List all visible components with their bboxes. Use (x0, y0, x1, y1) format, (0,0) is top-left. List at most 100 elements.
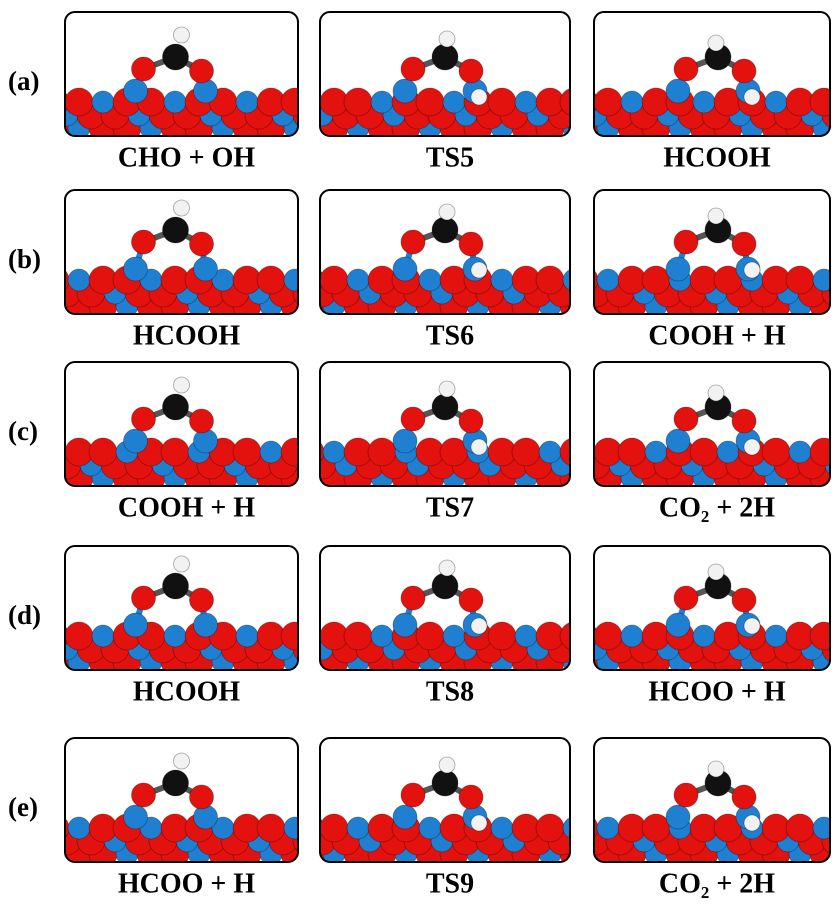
atom (259, 440, 283, 464)
atom (689, 437, 719, 467)
atom (673, 782, 699, 808)
atom (173, 26, 190, 44)
row-label: (a) (8, 66, 39, 96)
panel-caption: COOH + H (118, 492, 256, 523)
atom (123, 78, 148, 104)
atom (743, 88, 761, 106)
atom (673, 406, 699, 432)
atom (280, 621, 298, 651)
atom (431, 43, 459, 71)
structure-panel (594, 12, 830, 136)
atom (470, 261, 488, 279)
atom (834, 266, 839, 294)
atom (620, 624, 644, 648)
atom (487, 621, 517, 651)
atom (418, 268, 442, 292)
atom (162, 572, 189, 600)
atom (418, 816, 442, 840)
atom (596, 268, 620, 292)
atom (280, 437, 298, 467)
atom (562, 268, 570, 292)
atom (431, 393, 459, 421)
panel-border (319, 189, 571, 315)
atom (438, 559, 456, 577)
atom (559, 621, 570, 651)
atom (596, 816, 620, 840)
atom (458, 231, 484, 257)
panel-border (64, 189, 299, 315)
panel-caption: TS6 (426, 320, 474, 351)
atom (594, 87, 623, 117)
structure-panel (320, 546, 570, 670)
atom (392, 256, 418, 282)
atom (514, 624, 538, 648)
atom (761, 437, 791, 467)
atom (785, 265, 815, 295)
atom (809, 87, 830, 117)
atom (490, 816, 514, 840)
atom (470, 88, 488, 106)
panel-border (593, 11, 831, 137)
atom (65, 294, 67, 314)
atom (809, 621, 830, 651)
atom (320, 90, 322, 114)
structure-panel (320, 12, 570, 136)
atom (292, 826, 298, 856)
atom (665, 78, 691, 104)
atom (812, 816, 830, 840)
atom (392, 804, 418, 830)
atom (322, 440, 346, 464)
atom (162, 216, 189, 244)
structure-panel (65, 738, 298, 862)
atom (716, 440, 740, 464)
atom (173, 199, 190, 217)
atom (535, 265, 565, 295)
atom (370, 624, 394, 648)
atom (731, 408, 757, 434)
atom (594, 440, 596, 464)
atom (562, 816, 570, 840)
atom (594, 842, 596, 862)
atom (160, 437, 190, 467)
atom (812, 268, 830, 292)
panel-caption: CO₂ + 2H (659, 868, 775, 899)
structure-panel (65, 362, 298, 486)
atom (256, 813, 286, 843)
panel-caption: TS7 (426, 492, 474, 523)
panel-caption: TS5 (426, 142, 474, 173)
atom (415, 87, 445, 117)
atom (370, 90, 394, 114)
atom (67, 816, 91, 840)
atom (490, 268, 514, 292)
atom (692, 90, 716, 114)
atom (415, 621, 445, 651)
atom (320, 813, 349, 843)
atom (438, 30, 456, 48)
atom (834, 438, 839, 466)
atom (173, 376, 190, 394)
atom (673, 585, 699, 611)
atom (707, 760, 725, 778)
atom (665, 804, 691, 830)
panel-border (593, 545, 831, 671)
atom (193, 612, 218, 638)
atom (559, 87, 570, 117)
atom (131, 782, 156, 808)
atom (458, 408, 484, 434)
atom (67, 268, 91, 292)
panel-caption: HCOOH (133, 320, 241, 351)
atom (65, 621, 94, 651)
structure-panel (65, 190, 298, 314)
atom (673, 229, 699, 255)
panel-border (64, 545, 299, 671)
atom (809, 437, 830, 467)
atom (256, 265, 286, 295)
atom (743, 617, 761, 635)
atom (834, 840, 839, 868)
atom (235, 624, 259, 648)
atom (123, 256, 148, 282)
atom (65, 440, 67, 464)
panel-caption: HCOO + H (118, 868, 256, 899)
atom (162, 769, 189, 797)
